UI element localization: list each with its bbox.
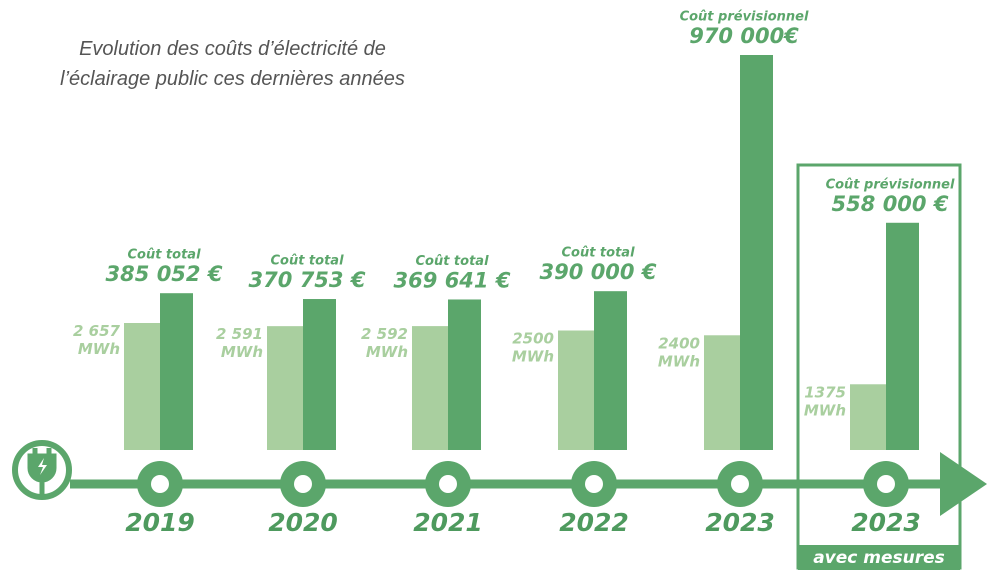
bar [886, 223, 919, 450]
x-tick-label: 2023 [705, 508, 775, 537]
x-tick-label: 2023 [851, 508, 921, 537]
x-tick-label: 2020 [268, 508, 338, 537]
bar [740, 55, 773, 450]
timeline-node-hole [585, 475, 603, 493]
bar [448, 299, 481, 450]
bar-caption: Coût total [270, 254, 344, 269]
infographic: avec mesures 2 657MWhCoût total385 052 €… [0, 0, 987, 570]
bar-caption: Coût total [415, 254, 489, 269]
bar [850, 384, 886, 450]
bar [303, 299, 336, 450]
bar [160, 293, 193, 450]
bar [124, 323, 160, 450]
timeline-node-hole [294, 475, 312, 493]
bar [594, 291, 627, 450]
bar-caption: Coût prévisionnel [680, 10, 809, 25]
chart-title: Evolution des coûts d’électricité de l’é… [40, 34, 425, 94]
timeline-node-hole [151, 475, 169, 493]
bar-caption: Coût prévisionnel [826, 177, 955, 192]
bar [558, 331, 594, 450]
value-label: 370 753 € [249, 268, 366, 292]
bar [267, 326, 303, 450]
plug-icon [15, 443, 69, 497]
timeline-node-hole [877, 475, 895, 493]
bar [412, 326, 448, 450]
x-tick-label: 2022 [559, 508, 629, 537]
bar-caption: Coût total [561, 246, 635, 261]
value-label: 369 641 € [394, 268, 511, 292]
bar-caption: Coût total [127, 248, 201, 263]
bar [704, 335, 740, 450]
value-label: 970 000€ [689, 24, 799, 48]
highlight-label: avec mesures [813, 548, 945, 568]
x-tick-label: 2019 [125, 508, 195, 537]
value-label: 385 052 € [106, 262, 223, 286]
value-label: 390 000 € [540, 260, 657, 284]
timeline-arrow [940, 452, 987, 516]
timeline-node-hole [439, 475, 457, 493]
x-tick-label: 2021 [413, 508, 483, 537]
timeline-node-hole [731, 475, 749, 493]
value-label: 558 000 € [832, 192, 949, 216]
